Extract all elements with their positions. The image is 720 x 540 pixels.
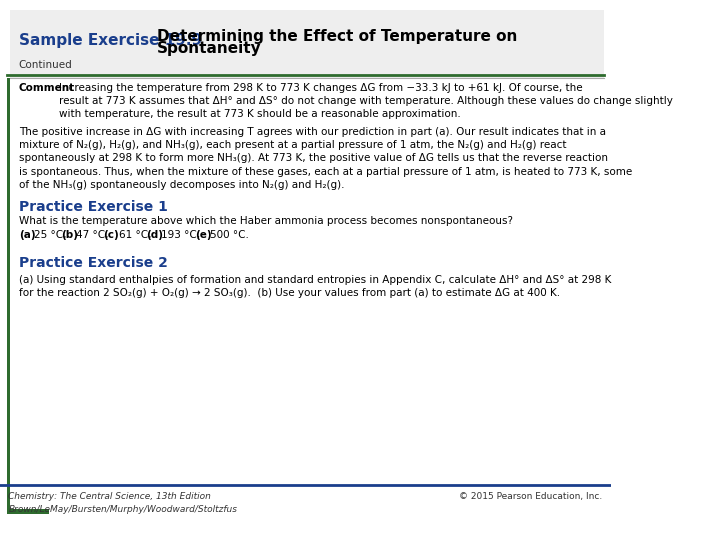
Text: 25 °C,: 25 °C, [34, 230, 66, 240]
Text: 61 °C,: 61 °C, [119, 230, 151, 240]
Text: (b): (b) [61, 230, 78, 240]
Text: 193 °C,: 193 °C, [161, 230, 200, 240]
FancyBboxPatch shape [6, 78, 10, 510]
Text: 500 °C.: 500 °C. [210, 230, 249, 240]
Text: Practice Exercise 1: Practice Exercise 1 [19, 200, 168, 214]
Text: (e): (e) [195, 230, 212, 240]
Text: Continued: Continued [19, 60, 73, 70]
Text: Sample Exercise 19.9: Sample Exercise 19.9 [19, 32, 202, 48]
Text: (d): (d) [146, 230, 163, 240]
Text: (a): (a) [19, 230, 35, 240]
FancyBboxPatch shape [6, 509, 49, 514]
Text: Increasing the temperature from 298 K to 773 K changes ΔG from −33.3 kJ to +61 k: Increasing the temperature from 298 K to… [58, 83, 672, 119]
Text: (a) Using standard enthalpies of formation and standard entropies in Appendix C,: (a) Using standard enthalpies of formati… [19, 275, 611, 298]
Text: The positive increase in ΔG with increasing T agrees with our prediction in part: The positive increase in ΔG with increas… [19, 127, 632, 190]
Text: Practice Exercise 2: Practice Exercise 2 [19, 256, 168, 270]
Text: Comment: Comment [19, 83, 75, 93]
Text: Spontaneity: Spontaneity [157, 42, 261, 57]
Text: Determining the Effect of Temperature on: Determining the Effect of Temperature on [157, 29, 517, 44]
FancyBboxPatch shape [10, 10, 604, 78]
Text: (c): (c) [104, 230, 120, 240]
Text: © 2015 Pearson Education, Inc.: © 2015 Pearson Education, Inc. [459, 492, 602, 501]
Text: 47 °C,: 47 °C, [76, 230, 109, 240]
Text: Chemistry: The Central Science, 13th Edition
Brown/LeMay/Bursten/Murphy/Woodward: Chemistry: The Central Science, 13th Edi… [9, 492, 238, 514]
Text: What is the temperature above which the Haber ammonia process becomes nonspontan: What is the temperature above which the … [19, 216, 513, 226]
